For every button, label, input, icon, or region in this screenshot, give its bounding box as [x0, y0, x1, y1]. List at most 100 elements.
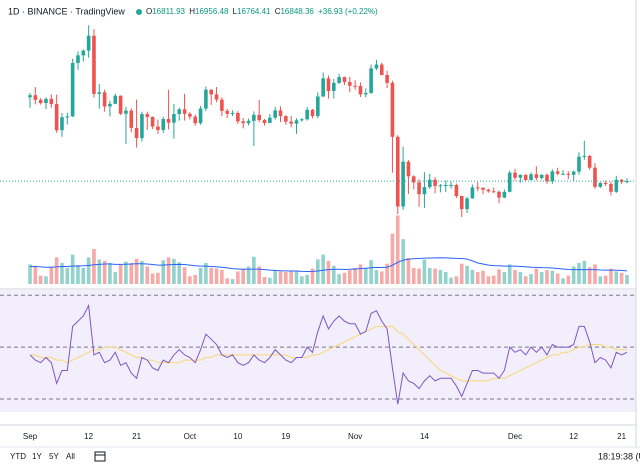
candle-body [465, 198, 469, 210]
volume-bar [566, 275, 571, 284]
x-tick-label: 19 [281, 432, 290, 441]
candle-body [459, 196, 464, 210]
x-tick-label: 21 [132, 432, 141, 441]
candle-body [65, 116, 70, 118]
volume-bar [539, 272, 544, 284]
rsi-line [29, 303, 628, 405]
candle-body [321, 78, 325, 97]
candle-body [108, 103, 112, 107]
range-button[interactable]: All [66, 452, 75, 461]
volume-bar [342, 272, 347, 284]
candle-body [92, 35, 96, 94]
volume-bar [97, 259, 102, 284]
candle-body [603, 182, 608, 184]
volume-bar [379, 271, 384, 284]
volume-bar [188, 276, 192, 284]
candle-body [257, 114, 261, 121]
volume-bar [497, 269, 501, 284]
ohlc-value: 16848.36 [280, 7, 314, 16]
candle-body [86, 35, 91, 51]
candle-body [188, 113, 192, 117]
candle-body [326, 78, 331, 91]
x-tick-label: Sep [23, 432, 38, 441]
clock: 18:19:38 (U [598, 451, 640, 461]
ohlc-value: 16811.93 [152, 7, 185, 16]
range-button[interactable]: YTD [10, 452, 26, 461]
candle-body [577, 156, 581, 172]
volume-bar [571, 266, 576, 284]
candle-body [166, 119, 171, 123]
candle-body [198, 108, 203, 124]
candle-body [289, 121, 293, 124]
candle-body [433, 179, 437, 187]
volume-bar [321, 254, 325, 284]
candle-body [475, 187, 480, 189]
volume-bar [54, 257, 59, 284]
volume-bar [124, 261, 128, 284]
candle-body [332, 82, 336, 91]
ohlc-label: H [189, 7, 195, 16]
candle-body [609, 183, 613, 192]
x-tick-label: Oct [184, 432, 197, 441]
volume-bar [76, 265, 80, 284]
candle-body [507, 172, 512, 192]
candle-body [470, 187, 475, 199]
candle-body [300, 119, 304, 121]
candle-body [33, 95, 38, 100]
candle-body [273, 110, 277, 118]
candle-body [534, 174, 539, 178]
range-button[interactable]: 5Y [49, 452, 59, 461]
candle-body [566, 173, 571, 175]
x-tick-label: 12 [569, 432, 578, 441]
candle-body [236, 112, 240, 122]
candle-body [491, 191, 496, 193]
calendar-icon[interactable] [94, 451, 106, 462]
candle-body [427, 179, 432, 188]
candle-body [177, 109, 182, 115]
x-tick-label: 21 [617, 432, 626, 441]
volume-bar [406, 258, 411, 284]
candle-body [284, 116, 288, 122]
candle-body [379, 64, 384, 75]
candle-body [262, 120, 267, 123]
volume-bar [582, 260, 587, 284]
volume-bar [33, 265, 38, 284]
volume-bar [193, 274, 198, 284]
candle-body [353, 85, 357, 87]
volume-bar [198, 267, 203, 284]
volume-bar [86, 257, 91, 284]
candle-body [363, 93, 368, 95]
volume-bar [332, 265, 336, 284]
volume-bar [603, 275, 608, 284]
candle-body [348, 82, 352, 86]
candle-body [214, 94, 219, 100]
volume-bar [459, 263, 464, 284]
range-button[interactable]: 1Y [32, 452, 42, 461]
volume-bar [150, 273, 155, 284]
volume-bar [353, 267, 357, 284]
volume-bar [577, 263, 581, 284]
candle-body [209, 89, 214, 95]
volume-bar [38, 275, 43, 284]
ohlc-value: 16764.41 [237, 7, 271, 16]
volume-bar [262, 277, 267, 284]
volume-bar [92, 249, 96, 284]
candle-body [502, 191, 507, 198]
volume-bar [134, 258, 139, 284]
candle-body [60, 117, 64, 131]
volume-bar [534, 268, 539, 284]
candle-body [390, 82, 395, 137]
volume-bar [268, 277, 272, 284]
volume-bar [284, 272, 288, 284]
volume-bar [129, 263, 134, 284]
volume-bar [204, 263, 208, 284]
candle-body [385, 75, 389, 83]
volume-bar [427, 267, 432, 284]
rsi-pane [0, 290, 636, 412]
volume-bar [252, 256, 256, 284]
volume-bar [257, 266, 261, 284]
volume-bar [449, 277, 453, 284]
candle-body [523, 174, 528, 181]
candle-body [278, 110, 283, 117]
volume-bar [305, 274, 309, 284]
